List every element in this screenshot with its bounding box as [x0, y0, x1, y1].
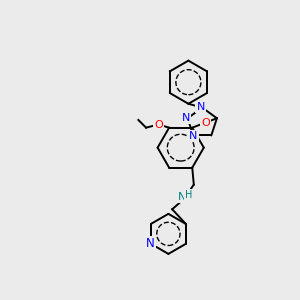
Text: N: N [178, 192, 186, 202]
Text: O: O [154, 120, 163, 130]
Text: H: H [185, 190, 192, 200]
Text: N: N [196, 102, 205, 112]
Text: N: N [189, 131, 197, 141]
Text: N: N [182, 113, 190, 123]
Text: N: N [146, 237, 154, 250]
Text: O: O [201, 118, 210, 128]
